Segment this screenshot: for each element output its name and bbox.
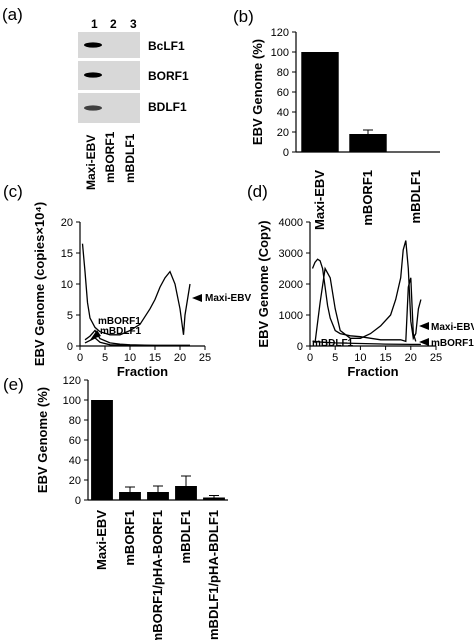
chart-e-y-tick-label-20: 20 — [69, 475, 81, 487]
chart-d-x-tick-label-20: 20 — [405, 352, 417, 364]
chart-c-x-tick-label-15: 15 — [149, 352, 161, 364]
chart-c-y-tick-label-15: 15 — [61, 248, 73, 260]
chart-c-annotation-mborf1: mBORF1 — [98, 316, 141, 327]
chart-d-y-axis-label: EBV Genome (Copy) — [256, 220, 271, 347]
chart-d-y-tick-label-1000: 1000 — [279, 310, 303, 322]
chart-b-category-label-maxi-ebv: Maxi-EBV — [312, 170, 327, 230]
panel-label-d: (d) — [247, 182, 268, 201]
chart-c-y-tick-label-10: 10 — [61, 279, 73, 291]
chart-c-annotation-maxi-ebv: Maxi-EBV — [205, 293, 251, 304]
chart-d-x-tick-label-15: 15 — [379, 352, 391, 364]
chart-c-series-maxi-ebv — [81, 243, 191, 336]
chart-d-y-tick-label-3000: 3000 — [279, 248, 303, 260]
chart-c-annotations: Maxi-EBV mBORF1 mBDLF1 — [90, 293, 251, 340]
chart-e-category-label-mborf1-pha-borf1: mBORF1/pHA-BORF1 — [150, 510, 165, 640]
blot-bands — [84, 42, 102, 111]
chart-b-category-label-mbdlf1: mBDLF1 — [408, 170, 423, 223]
chart-c-x-tick-label-0: 0 — [77, 352, 83, 364]
panel-label-b: (b) — [233, 7, 254, 26]
chart-b-category-label-mborf1: mBORF1 — [360, 170, 375, 226]
chart-e-y-tick-label-80: 80 — [69, 415, 81, 427]
chart-c-x-tick-label-5: 5 — [102, 352, 108, 364]
chart-c-arrow-maxi-ebv — [192, 294, 202, 302]
chart-e-category-label-maxi-ebv: Maxi-EBV — [94, 510, 109, 570]
chart-e-category-label-mborf1: mBORF1 — [122, 510, 137, 566]
lane-label-mbdlf1: mBDLF1 — [123, 133, 137, 183]
chart-d-x-tick-label-25: 25 — [430, 352, 442, 364]
chart-b-bar-mbdlf1 — [397, 151, 435, 153]
chart-d-y-tick-label-0: 0 — [297, 341, 303, 353]
chart-c-y-axis-label: EBV Genome (copies×10⁴) — [32, 202, 47, 366]
lane-number-2: 2 — [110, 17, 117, 31]
blot-band-borf1-lane-1 — [84, 72, 102, 78]
chart-d-annotation-mbdlf1: mBDLF1 — [312, 338, 354, 349]
chart-d-x-tick-label-0: 0 — [307, 352, 313, 364]
panel-label-a: (a) — [2, 5, 23, 24]
chart-c-y-tick-label-20: 20 — [61, 217, 73, 229]
chart-c-annotation-mbdlf1: mBDLF1 — [100, 326, 142, 337]
chart-b-y-tick-label-20: 20 — [277, 127, 289, 139]
western-blot: 1 2 3 BcLF1 BORF1 BDLF1 Maxi-EBV mBORF1 … — [78, 17, 189, 190]
chart-b-bar-maxi-ebv — [301, 52, 339, 152]
chart-d-arrow-maxi-ebv — [419, 322, 429, 330]
chart-c: 0 5 10 15 20 EBV Genome (copies×10⁴) 0 5 10 15 20 2… — [32, 202, 211, 379]
chart-d-annotation-mborf1: mBORF1 — [431, 338, 474, 349]
lane-label-mborf1: mBORF1 — [103, 131, 117, 183]
chart-d-y-tick-label-4000: 4000 — [279, 217, 303, 229]
chart-d-annotations: Maxi-EBV mBDLF1 mBORF1 — [312, 322, 474, 349]
chart-e-bar-mborf1-pha-borf1 — [147, 492, 169, 500]
lane-number-1: 1 — [91, 17, 98, 31]
band-label-borf1: BORF1 — [148, 69, 189, 83]
chart-d-y-tick-label-2000: 2000 — [279, 279, 303, 291]
chart-e: 0 20 40 60 80 100 120 EBV Genome (%) Maxi-EBV mBO… — [35, 375, 228, 640]
chart-c-series-mbdlf1 — [84, 337, 190, 347]
chart-e-category-label-mbdlf1-pha-bdlf1: mBDLF1/pHA-BDLF1 — [206, 510, 221, 640]
chart-d-series-maxi-ebv — [314, 240, 422, 343]
chart-c-x-tick-label-20: 20 — [174, 352, 186, 364]
chart-b-y-tick-label-0: 0 — [283, 147, 289, 159]
chart-d-x-tick-label-5: 5 — [332, 352, 338, 364]
chart-d-annotation-maxi-ebv: Maxi-EBV — [431, 322, 474, 333]
chart-c-x-tick-label-25: 25 — [199, 352, 211, 364]
chart-e-y-tick-label-0: 0 — [75, 495, 81, 507]
chart-e-bar-mbdlf1 — [175, 486, 197, 500]
lane-label-maxi-ebv: Maxi-EBV — [84, 135, 98, 190]
chart-e-y-tick-label-100: 100 — [63, 395, 81, 407]
chart-b-y-tick-label-120: 120 — [271, 27, 289, 39]
chart-b-y-tick-label-60: 60 — [277, 87, 289, 99]
chart-e-y-tick-label-120: 120 — [63, 375, 81, 387]
chart-b-y-tick-label-80: 80 — [277, 67, 289, 79]
band-label-bdlf1: BDLF1 — [148, 100, 187, 114]
chart-c-arrow-mborf1 — [90, 330, 101, 340]
chart-e-y-axis-label: EBV Genome (%) — [35, 387, 50, 493]
chart-e-bar-mbdlf1-pha-bdlf1 — [203, 497, 225, 500]
blot-band-bdlf1-lane-1 — [84, 105, 102, 111]
chart-b-y-tick-label-40: 40 — [277, 107, 289, 119]
chart-c-y-tick-label-0: 0 — [67, 341, 73, 353]
chart-b-bar-mborf1 — [349, 134, 387, 152]
chart-b-y-tick-label-100: 100 — [271, 47, 289, 59]
blot-band-bclf1-lane-1 — [84, 42, 102, 48]
chart-e-y-tick-label-60: 60 — [69, 435, 81, 447]
chart-d-series-mborf1 — [311, 258, 417, 343]
chart-d-x-tick-label-10: 10 — [354, 352, 366, 364]
chart-b-y-axis-label: EBV Genome (%) — [250, 39, 265, 145]
chart-e-category-label-mbdlf1: mBDLF1 — [178, 510, 193, 563]
chart-c-y-tick-label-5: 5 — [67, 310, 73, 322]
panel-label-e: (e) — [3, 375, 24, 394]
chart-c-x-axis-label: Fraction — [117, 364, 168, 379]
chart-e-y-tick-label-40: 40 — [69, 455, 81, 467]
chart-e-bar-mborf1 — [119, 492, 141, 500]
band-label-bclf1: BcLF1 — [148, 39, 185, 53]
chart-b: 0 20 40 60 80 100 120 EBV Genome (%) Maxi-EBV mBO… — [250, 27, 440, 230]
chart-c-x-tick-label-10: 10 — [124, 352, 136, 364]
chart-d-series-mbdlf1 — [312, 340, 421, 346]
panel-label-c: (c) — [3, 182, 23, 201]
chart-d: 0 1000 2000 3000 4000 EBV Genome (Copy) 0 5 10 15… — [256, 217, 442, 379]
lane-number-3: 3 — [130, 17, 137, 31]
chart-d-arrow-mborf1 — [419, 338, 429, 346]
chart-e-bar-maxi-ebv — [91, 400, 113, 500]
chart-d-x-axis-label: Fraction — [347, 364, 398, 379]
